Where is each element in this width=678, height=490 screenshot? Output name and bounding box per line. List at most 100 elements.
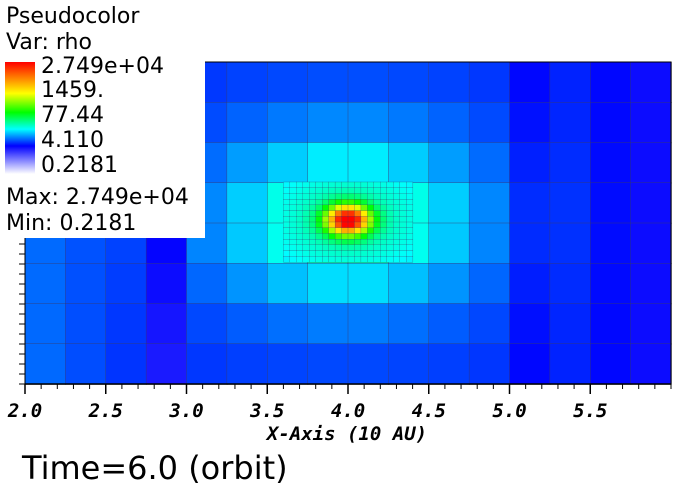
grid-cell (630, 182, 672, 224)
refined-cell (296, 256, 304, 263)
refined-cell (360, 187, 368, 194)
refined-cell (289, 244, 297, 251)
refined-cell (373, 193, 381, 200)
grid-cell (509, 142, 551, 184)
grid-cell (267, 303, 309, 345)
refined-cell (373, 256, 381, 263)
refined-cell (302, 250, 310, 257)
refined-cell (322, 227, 330, 234)
refined-cell (283, 204, 291, 211)
refined-cell (341, 227, 349, 234)
refined-cell (380, 199, 388, 206)
refined-cell (406, 187, 414, 194)
grid-cell (549, 102, 591, 144)
refined-cell (386, 256, 394, 263)
refined-cell (386, 244, 394, 251)
refined-cell (406, 256, 414, 263)
refined-cell (309, 199, 317, 206)
refined-cell (283, 216, 291, 223)
refined-cell (315, 221, 323, 229)
grid-cell (468, 61, 511, 103)
refined-cell (309, 181, 317, 189)
refined-cell (380, 193, 388, 200)
grid-cell (549, 303, 591, 345)
refined-cell (296, 227, 304, 234)
refined-cell (373, 187, 381, 194)
refined-cell (380, 187, 388, 194)
refined-cell (360, 239, 368, 246)
refined-cell (328, 193, 336, 200)
refined-cell (296, 193, 304, 200)
refined-cell (367, 227, 375, 234)
refined-cell (296, 250, 304, 257)
grid-cell (590, 61, 632, 103)
refined-cell (399, 181, 407, 189)
refined-cell (309, 227, 317, 234)
grid-cell (388, 142, 430, 184)
grid-cell (388, 102, 430, 144)
refined-cell (347, 233, 355, 240)
refined-cell (347, 187, 355, 194)
refined-cell (322, 181, 330, 189)
refined-cell (360, 221, 368, 229)
refined-cell (360, 210, 368, 217)
refined-cell (322, 221, 330, 229)
refined-cell (315, 233, 323, 240)
refined-cell (315, 193, 323, 200)
refined-cell (380, 216, 388, 223)
refined-cell (283, 250, 291, 257)
grid-cell (226, 142, 268, 184)
x-tick-label: 3.5 (249, 400, 284, 422)
grid-cell (388, 343, 430, 385)
y-axis-ticks (19, 233, 25, 385)
refined-cell (328, 187, 336, 194)
refined-cell (283, 244, 291, 251)
refined-cell (283, 187, 291, 194)
grid-cell (590, 142, 632, 184)
grid-cell (630, 222, 672, 264)
refined-cell (322, 187, 330, 194)
refined-cell (302, 181, 310, 189)
refined-cell (393, 239, 401, 246)
refined-cell (393, 210, 401, 217)
refined-cell (367, 244, 375, 251)
max-value-label: Max: 2.749e+04 (6, 185, 189, 210)
refined-cell (289, 199, 297, 206)
refined-cell (399, 239, 407, 246)
refined-cell (373, 221, 381, 229)
refined-cell (334, 210, 342, 217)
refined-cell (341, 239, 349, 246)
grid-cell (549, 61, 591, 103)
refined-cell (367, 187, 375, 194)
refined-cell (309, 244, 317, 251)
grid-cell (468, 303, 511, 345)
refined-cell (334, 250, 342, 257)
refined-cell (289, 210, 297, 217)
refined-cell (341, 221, 349, 229)
grid-cell (226, 222, 268, 264)
refined-cell (341, 181, 349, 189)
refined-cell (399, 250, 407, 257)
refined-cell (296, 239, 304, 246)
refined-cell (354, 256, 362, 263)
refined-cell (334, 221, 342, 229)
refined-cell (360, 233, 368, 240)
refined-cell (354, 199, 362, 206)
refined-cell (328, 256, 336, 263)
refined-cell (315, 210, 323, 217)
refined-cell (393, 250, 401, 257)
grid-cell (428, 182, 470, 224)
refined-cell (354, 193, 362, 200)
refined-cell (367, 181, 375, 189)
refined-cell (334, 193, 342, 200)
refined-cell (322, 216, 330, 223)
grid-cell (226, 263, 268, 305)
grid-cell (186, 343, 228, 385)
refined-cell (315, 216, 323, 223)
grid-cell (388, 61, 430, 103)
grid-cell (267, 61, 309, 103)
grid-cell (428, 222, 470, 264)
refined-cell (334, 187, 342, 194)
grid-cell (509, 263, 551, 305)
refined-cell (386, 221, 394, 229)
